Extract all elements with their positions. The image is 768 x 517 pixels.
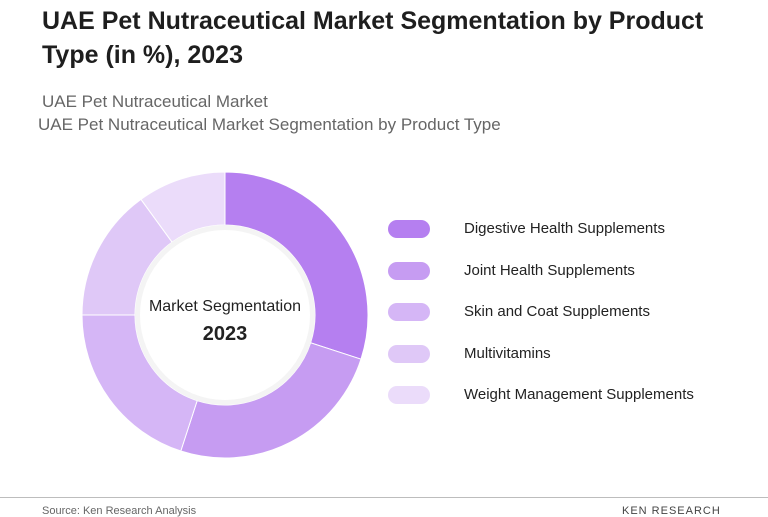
legend-label: Digestive Health Supplements [464,220,665,237]
legend-item-weight-management: Weight Management Supplements [388,382,748,424]
legend-item-digestive-health: Digestive Health Supplements [388,216,748,258]
legend-item-skin-and-coat: Skin and Coat Supplements [388,299,748,341]
footer-logo: KEN RESEARCH [622,505,721,517]
legend-label: Joint Health Supplements [464,261,635,279]
legend-swatch [388,303,430,321]
chart-subtitle-segmentation: UAE Pet Nutraceutical Market Segmentatio… [38,115,501,134]
legend-label: Multivitamins [464,344,551,362]
legend-item-joint-health: Joint Health Supplements [388,258,748,300]
chart-title: UAE Pet Nutraceutical Market Segmentatio… [42,7,704,69]
donut-chart [81,171,369,459]
donut-center-year: 2023 [202,323,248,345]
footer-source: Source: Ken Research Analysis [42,505,197,517]
legend-swatch [388,261,430,280]
legend-label: Skin and Coat Supplements [464,303,650,320]
chart-legend: Digestive Health Supplements Joint Healt… [388,216,748,424]
chart-subtitle-market: UAE Pet Nutraceutical Market [42,92,268,111]
donut-center-title: Market Segmentation [148,298,302,315]
legend-swatch [388,220,430,238]
legend-label: Weight Management Supplements [464,386,694,403]
legend-swatch [388,386,430,404]
donut-center-disc [140,230,310,400]
footer-divider [0,497,768,498]
legend-item-multivitamins: Multivitamins [388,341,748,383]
legend-swatch [388,344,430,363]
